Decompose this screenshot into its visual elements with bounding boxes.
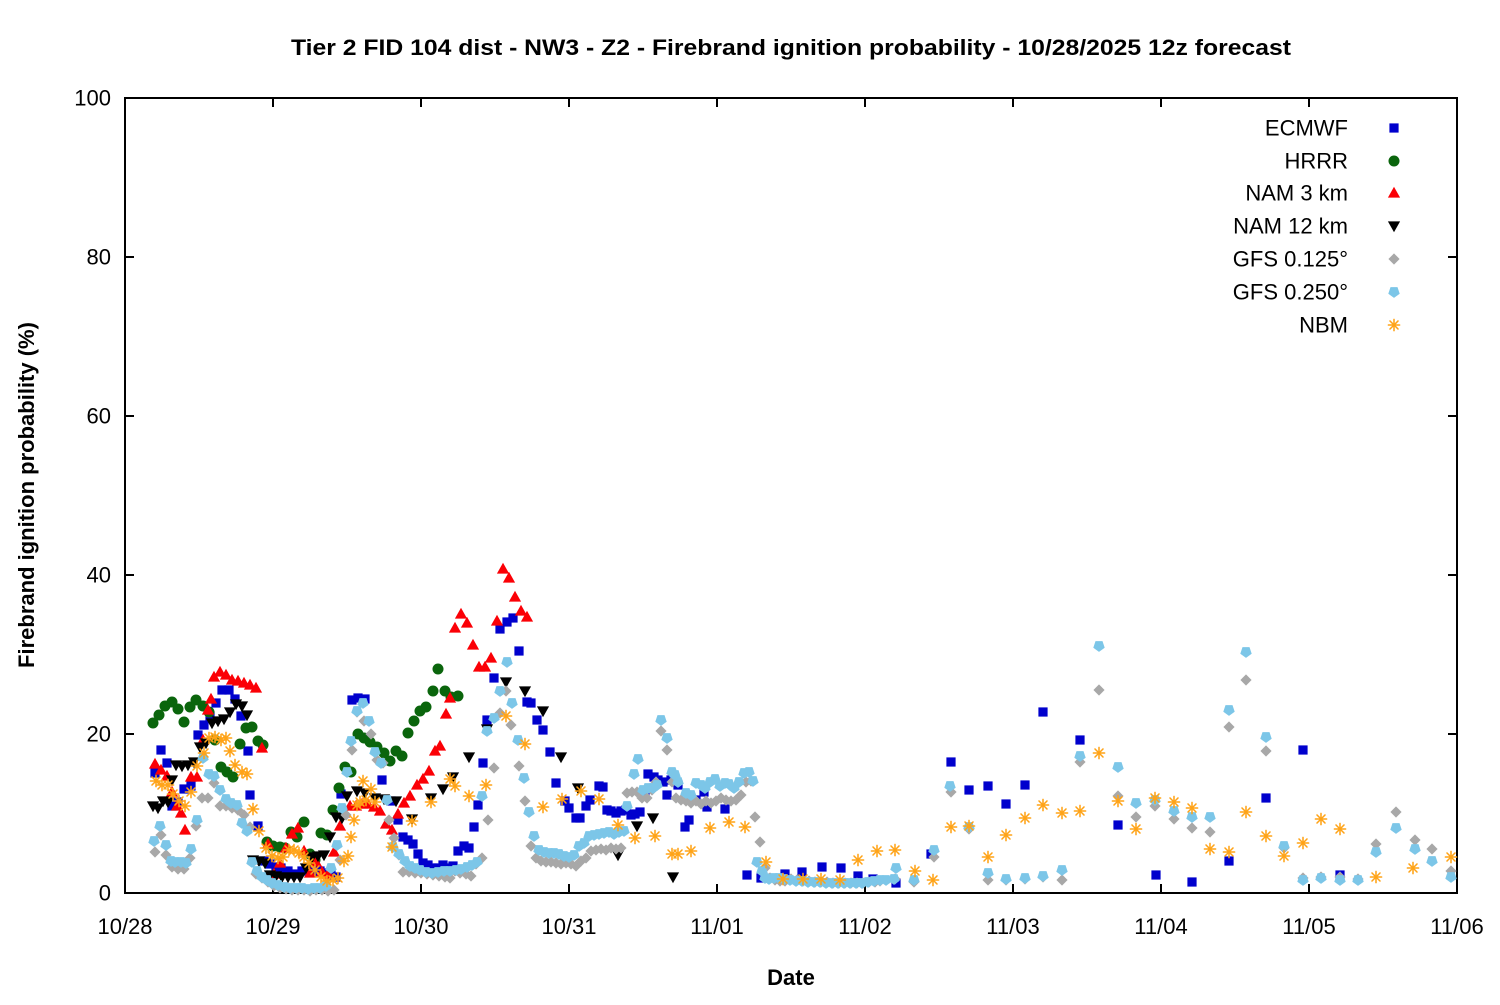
svg-text:11/03: 11/03: [986, 914, 1039, 939]
svg-text:40: 40: [87, 563, 111, 588]
svg-text:11/01: 11/01: [690, 914, 743, 939]
svg-text:GFS 0.250°: GFS 0.250°: [1233, 280, 1348, 305]
svg-text:10/31: 10/31: [541, 914, 596, 939]
svg-text:Date: Date: [767, 965, 815, 990]
svg-text:11/06: 11/06: [1430, 914, 1483, 939]
svg-text:Tier 2 FID 104 dist - NW3 - Z2: Tier 2 FID 104 dist - NW3 - Z2 - Firebra…: [291, 35, 1292, 60]
svg-text:11/04: 11/04: [1134, 914, 1187, 939]
svg-text:10/30: 10/30: [393, 914, 448, 939]
svg-text:10/28: 10/28: [97, 914, 152, 939]
svg-text:Firebrand ignition probability: Firebrand ignition probability (%): [14, 322, 39, 668]
svg-text:GFS 0.125°: GFS 0.125°: [1233, 247, 1348, 272]
svg-text:100: 100: [74, 86, 111, 111]
svg-text:0: 0: [99, 881, 111, 906]
svg-text:HRRR: HRRR: [1284, 149, 1348, 174]
svg-text:NAM 3 km: NAM 3 km: [1245, 181, 1348, 206]
svg-text:20: 20: [87, 722, 111, 747]
svg-text:ECMWF: ECMWF: [1265, 116, 1348, 141]
svg-text:80: 80: [87, 245, 111, 270]
svg-text:NAM 12 km: NAM 12 km: [1233, 214, 1348, 239]
svg-text:NBM: NBM: [1299, 313, 1348, 338]
svg-text:10/29: 10/29: [245, 914, 300, 939]
svg-text:11/02: 11/02: [838, 914, 891, 939]
svg-text:11/05: 11/05: [1282, 914, 1335, 939]
svg-text:60: 60: [87, 404, 111, 429]
